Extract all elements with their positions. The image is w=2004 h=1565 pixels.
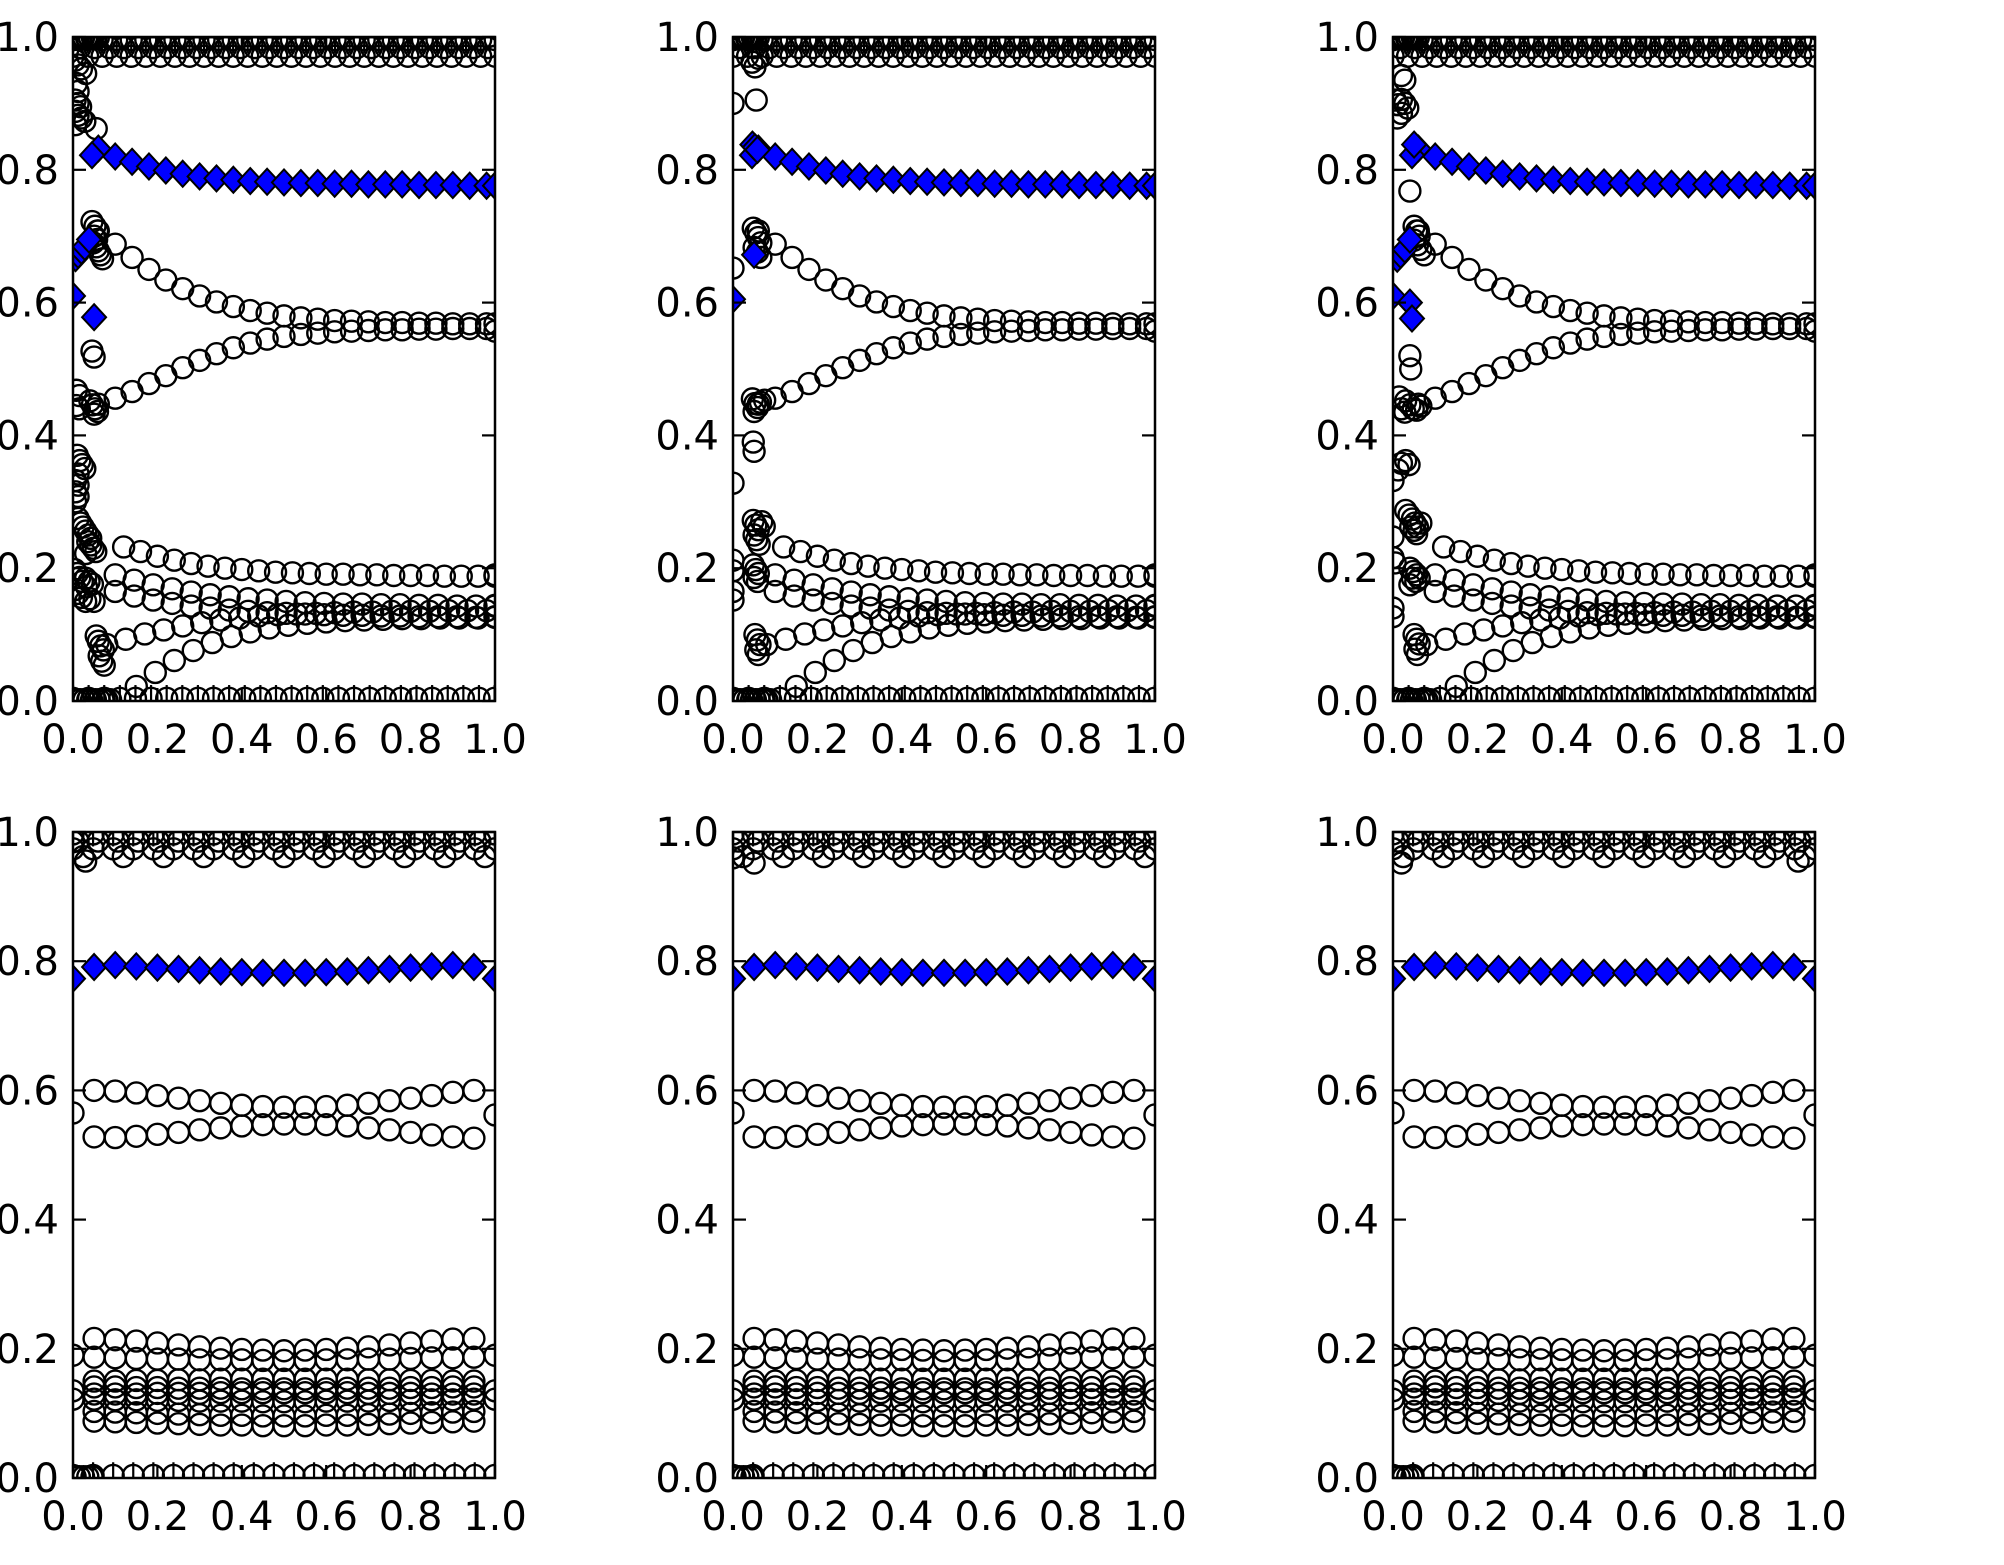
- x-tick-label: 0.8: [379, 1494, 443, 1540]
- y-tick-label: 0.0: [1315, 679, 1379, 725]
- subplot-top-right: 0.0 0.2 0.4 0.6 0.8 1.0 0.0 0.2 0.4 0.6 0.8 1.0: [1315, 15, 1846, 763]
- y-tick-label: 0.4: [655, 1198, 719, 1244]
- axes-frame: 0.0 0.2 0.4 0.6 0.8 1.0 0.0 0.2 0.4 0.6 0.8 1.0: [1315, 15, 1846, 763]
- x-tick-label: 0.4: [1530, 717, 1594, 763]
- y-tick-label: 0.2: [655, 546, 719, 592]
- x-tick-label: 0.4: [870, 717, 934, 763]
- y-tick-label: 0.0: [655, 679, 719, 725]
- y-tick-label: 0.2: [655, 1327, 719, 1373]
- y-tick-label: 0.8: [655, 939, 719, 985]
- x-tick-label: 1.0: [1783, 717, 1847, 763]
- y-tick-label: 0.6: [655, 1068, 719, 1114]
- y-tick-label: 0.4: [1315, 413, 1379, 459]
- x-tick-label: 0.2: [126, 1494, 190, 1540]
- y-tick-label: 0.4: [0, 413, 59, 459]
- y-tick-label: 0.2: [1315, 546, 1379, 592]
- x-tick-label: 0.8: [1039, 1494, 1103, 1540]
- y-tick-label: 0.0: [0, 1456, 59, 1502]
- x-tick-label: 0.2: [1446, 717, 1510, 763]
- axes-frame: 0.0 0.2 0.4 0.6 0.8 1.0 0.0 0.2 0.4 0.6 0.8 1.0: [655, 810, 1186, 1540]
- x-tick-label: 0.6: [954, 1494, 1018, 1540]
- x-tick-label: 0.4: [210, 717, 274, 763]
- x-tick-label: 0.0: [1361, 717, 1425, 763]
- marker-layer: [1393, 37, 1815, 701]
- x-tick-label: 0.0: [701, 717, 765, 763]
- x-tick-label: 0.2: [786, 1494, 850, 1540]
- marker-layer: [733, 37, 1155, 701]
- y-tick-label: 0.2: [0, 1327, 59, 1373]
- x-tick-label: 0.8: [1699, 717, 1763, 763]
- axes-frame: 0.0 0.2 0.4 0.6 0.8 1.0 0.0 0.2 0.4 0.6 0.8 1.0: [0, 810, 527, 1540]
- y-tick-label: 0.2: [0, 546, 59, 592]
- y-tick-label: 0.2: [1315, 1327, 1379, 1373]
- y-tick-label: 0.8: [0, 148, 59, 194]
- x-tick-label: 0.0: [701, 1494, 765, 1540]
- x-tick-label: 0.8: [1039, 717, 1103, 763]
- x-tick-label: 1.0: [1783, 1494, 1847, 1540]
- y-tick-label: 0.4: [1315, 1198, 1379, 1244]
- x-tick-label: 0.6: [1614, 717, 1678, 763]
- x-tick-label: 0.8: [379, 717, 443, 763]
- x-tick-label: 1.0: [1123, 717, 1187, 763]
- y-tick-label: 0.6: [1315, 281, 1379, 327]
- subplot-bottom-left: 0.0 0.2 0.4 0.6 0.8 1.0 0.0 0.2 0.4 0.6 0.8 1.0: [0, 810, 527, 1540]
- axes-frame: 0.0 0.2 0.4 0.6 0.8 1.0 0.0 0.2 0.4 0.6 0.8 1.0: [655, 15, 1186, 763]
- marker-layer: [1393, 832, 1815, 1478]
- x-tick-label: 1.0: [1123, 1494, 1187, 1540]
- x-tick-label: 0.6: [1614, 1494, 1678, 1540]
- y-tick-label: 1.0: [0, 810, 59, 856]
- subplot-bottom-middle: 0.0 0.2 0.4 0.6 0.8 1.0 0.0 0.2 0.4 0.6 0.8 1.0: [655, 810, 1186, 1540]
- x-tick-label: 0.6: [294, 1494, 358, 1540]
- y-tick-label: 0.6: [655, 281, 719, 327]
- y-tick-label: 0.0: [1315, 1456, 1379, 1502]
- x-tick-label: 0.4: [1530, 1494, 1594, 1540]
- y-tick-label: 0.8: [0, 939, 59, 985]
- x-tick-label: 0.2: [1446, 1494, 1510, 1540]
- marker-layer: [733, 832, 1155, 1478]
- y-tick-label: 0.6: [0, 281, 59, 327]
- y-tick-label: 0.8: [655, 148, 719, 194]
- x-tick-label: 1.0: [463, 717, 527, 763]
- subplot-top-middle: 0.0 0.2 0.4 0.6 0.8 1.0 0.0 0.2 0.4 0.6 0.8 1.0: [655, 15, 1186, 763]
- subplot-bottom-right: 0.0 0.2 0.4 0.6 0.8 1.0 0.0 0.2 0.4 0.6 0.8 1.0: [1315, 810, 1846, 1540]
- x-tick-label: 0.0: [41, 717, 105, 763]
- y-tick-label: 0.4: [655, 413, 719, 459]
- x-tick-label: 0.4: [870, 1494, 934, 1540]
- y-tick-label: 0.6: [0, 1068, 59, 1114]
- marker-layer: [73, 37, 495, 701]
- x-tick-label: 0.0: [41, 1494, 105, 1540]
- marker-layer: [73, 832, 495, 1478]
- y-tick-label: 0.0: [655, 1456, 719, 1502]
- y-tick-label: 0.8: [1315, 148, 1379, 194]
- x-tick-label: 0.6: [954, 717, 1018, 763]
- subplot-top-left: 0.0 0.2 0.4 0.6 0.8 1.0 0.0 0.2 0.4 0.6 0.8 1.0: [0, 15, 527, 763]
- x-tick-label: 0.6: [294, 717, 358, 763]
- y-tick-label: 1.0: [655, 810, 719, 856]
- y-tick-label: 1.0: [1315, 810, 1379, 856]
- x-tick-label: 0.8: [1699, 1494, 1763, 1540]
- y-tick-label: 0.6: [1315, 1068, 1379, 1114]
- x-tick-label: 0.4: [210, 1494, 274, 1540]
- y-tick-label: 0.0: [0, 679, 59, 725]
- axes-frame: 0.0 0.2 0.4 0.6 0.8 1.0 0.0 0.2 0.4 0.6 0.8 1.0: [0, 15, 527, 763]
- y-tick-label: 0.8: [1315, 939, 1379, 985]
- y-tick-label: 1.0: [1315, 15, 1379, 61]
- x-tick-label: 1.0: [463, 1494, 527, 1540]
- x-tick-label: 0.2: [126, 717, 190, 763]
- y-tick-label: 1.0: [0, 15, 59, 61]
- x-tick-label: 0.0: [1361, 1494, 1425, 1540]
- y-tick-label: 0.4: [0, 1198, 59, 1244]
- y-tick-label: 1.0: [655, 15, 719, 61]
- x-tick-label: 0.2: [786, 717, 850, 763]
- axes-frame: 0.0 0.2 0.4 0.6 0.8 1.0 0.0 0.2 0.4 0.6 0.8 1.0: [1315, 810, 1846, 1540]
